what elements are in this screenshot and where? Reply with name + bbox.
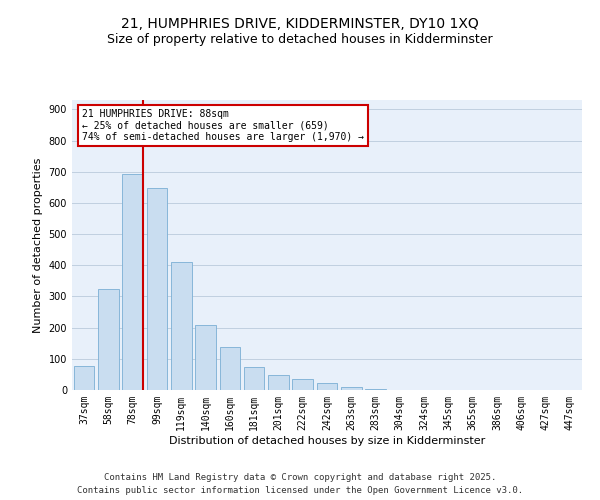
X-axis label: Distribution of detached houses by size in Kidderminster: Distribution of detached houses by size … [169,436,485,446]
Bar [244,367,265,390]
Bar [171,262,191,390]
Bar [365,389,386,390]
Text: 21 HUMPHRIES DRIVE: 88sqm
← 25% of detached houses are smaller (659)
74% of semi: 21 HUMPHRIES DRIVE: 88sqm ← 25% of detac… [82,108,364,142]
Bar [220,347,240,390]
Text: Size of property relative to detached houses in Kidderminster: Size of property relative to detached ho… [107,32,493,46]
Bar [122,174,143,390]
Text: 21, HUMPHRIES DRIVE, KIDDERMINSTER, DY10 1XQ: 21, HUMPHRIES DRIVE, KIDDERMINSTER, DY10… [121,18,479,32]
Bar [146,188,167,390]
Bar [341,387,362,390]
Bar [317,384,337,390]
Bar [268,376,289,390]
Bar [98,290,119,390]
Bar [195,326,216,390]
Text: Contains HM Land Registry data © Crown copyright and database right 2025.
Contai: Contains HM Land Registry data © Crown c… [77,474,523,495]
Bar [292,380,313,390]
Y-axis label: Number of detached properties: Number of detached properties [33,158,43,332]
Bar [74,366,94,390]
